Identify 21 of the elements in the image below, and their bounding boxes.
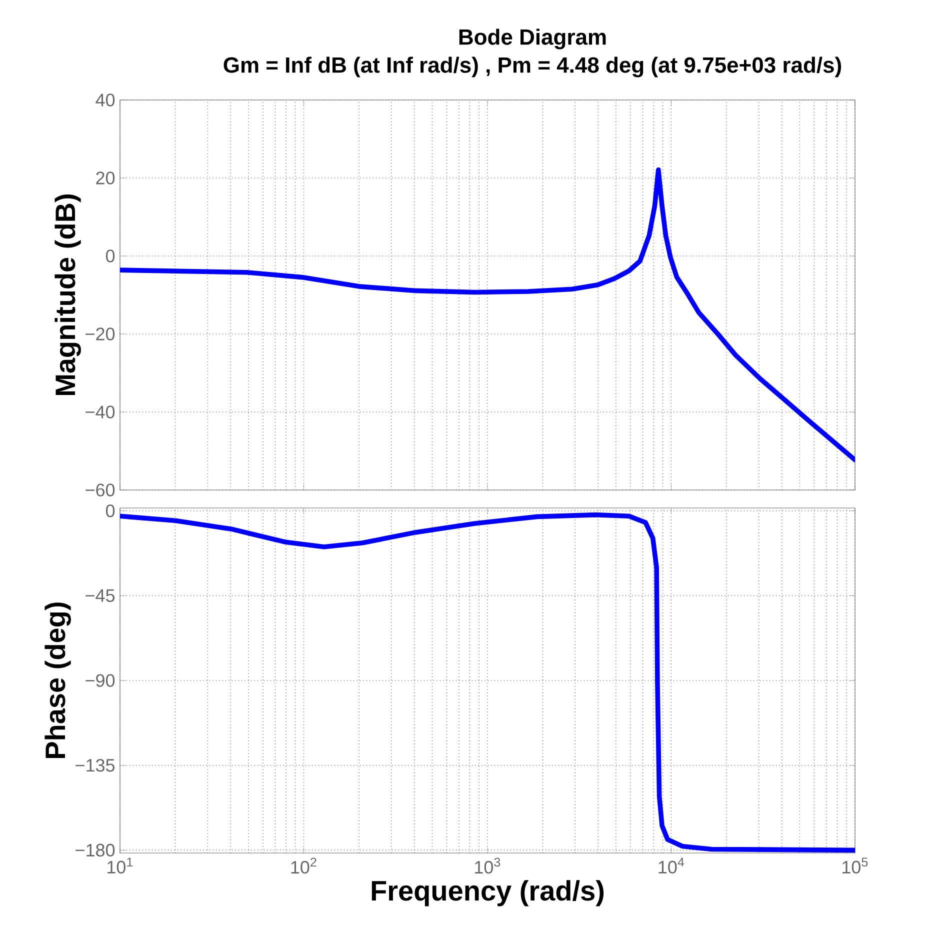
y-tick-label: −40	[86, 406, 115, 418]
y-tick-label: 0	[106, 504, 115, 518]
y-tick-label: −20	[86, 328, 115, 340]
y-tick-label: −90	[86, 674, 115, 687]
chart-title: Bode Diagram	[459, 28, 606, 50]
y-tick-label: −135	[76, 758, 115, 772]
y-tick-label: 20	[96, 172, 115, 184]
y-tick-label: 40	[96, 94, 115, 106]
x-tick-label: 10$^{4}$	[658, 858, 684, 874]
chart-subtitle: Gm = Inf dB (at Inf rad/s) , Pm = 4.48 deg (at 9.75e+03 rad/s)	[224, 56, 842, 78]
y-tick-label: 0	[106, 250, 115, 262]
x-axis-title: Frequency (rad/s)	[372, 880, 604, 906]
x-tick-label: 10$^{1}$	[108, 858, 133, 874]
y-tick-label: −45	[86, 589, 115, 602]
x-tick-label: 10$^{3}$	[475, 858, 500, 874]
y-axis-title: Magnitude (dB)	[54, 194, 81, 395]
y-axis-title: Phase (deg)	[44, 602, 71, 758]
x-tick-label: 10$^{5}$	[842, 858, 868, 874]
y-tick-label: −180	[76, 844, 115, 857]
x-tick-label: 10$^{2}$	[291, 858, 316, 874]
y-tick-label: −60	[86, 484, 115, 496]
